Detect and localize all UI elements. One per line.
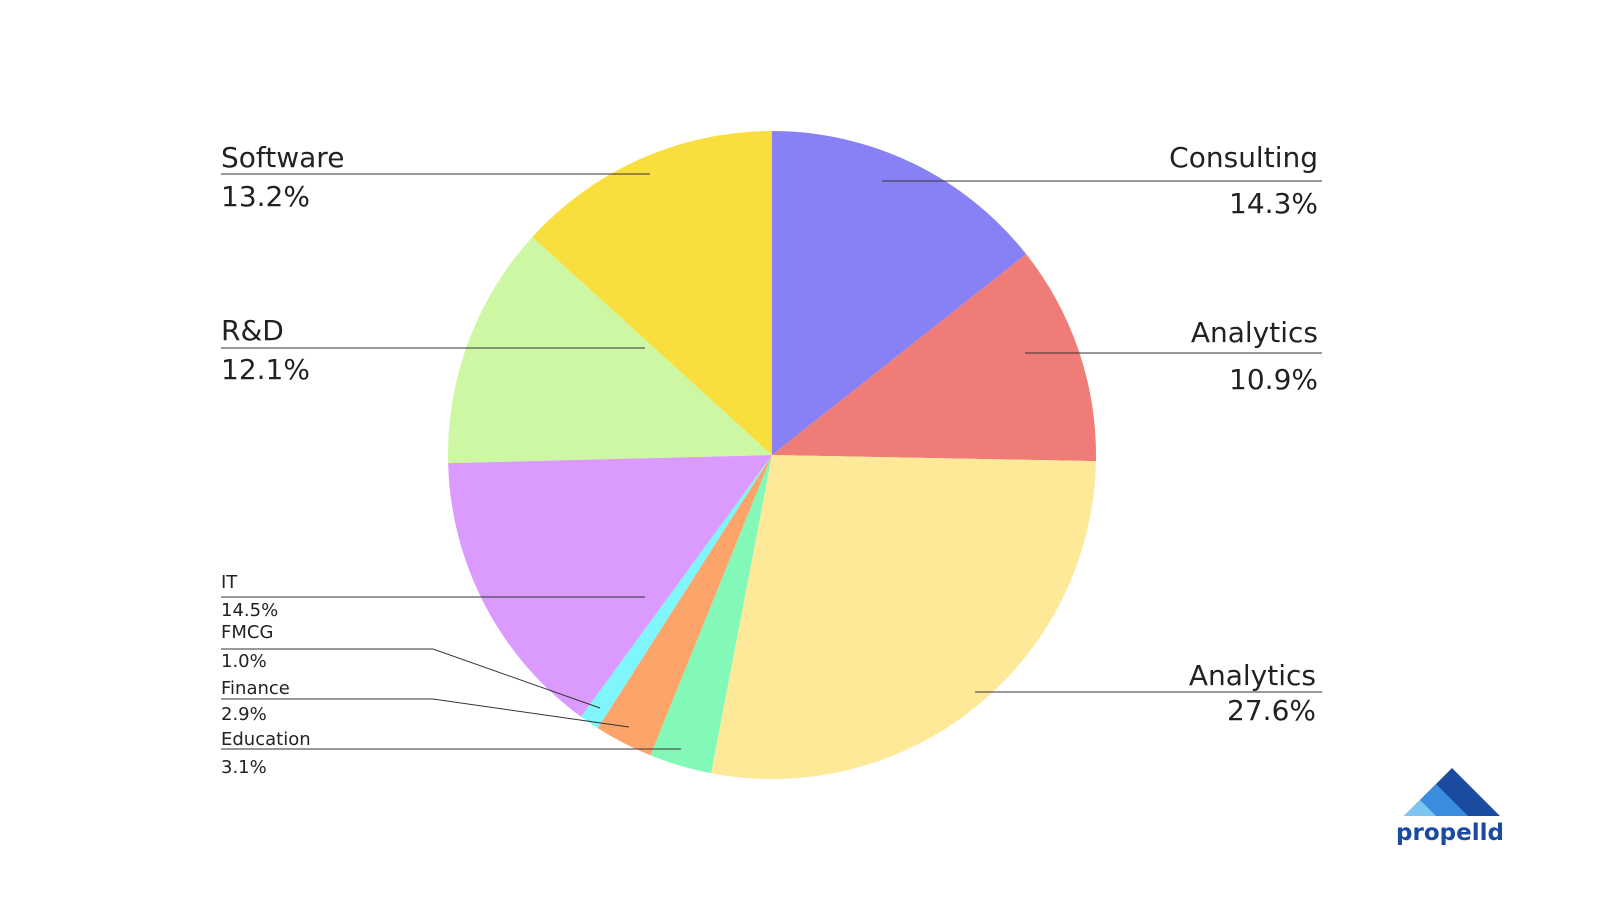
slice-name: Analytics (1191, 316, 1318, 349)
slice-name: Analytics (1189, 659, 1316, 692)
leader-line (221, 648, 601, 709)
logo-text: propelld (1396, 820, 1504, 846)
slice-value-label: 2.9% (221, 704, 267, 725)
slice-name: Finance (221, 678, 290, 699)
slice-name: R&D (221, 314, 284, 347)
slice-value-label: 10.9% (1229, 363, 1318, 396)
slice-value-label: 27.6% (1227, 694, 1316, 727)
slice-name: Software (221, 141, 344, 174)
slice-value-label: 1.0% (221, 651, 267, 672)
pie-slice (448, 236, 772, 464)
slice-name: Education (221, 729, 311, 750)
slice-value-label: 14.5% (221, 600, 278, 621)
logo-shape (1404, 800, 1436, 816)
pie (448, 131, 1097, 780)
pie-slice (772, 131, 1027, 455)
pie-slice (650, 455, 772, 774)
pie-slice (597, 455, 772, 756)
slice-value-label: 3.1% (221, 757, 267, 778)
slice-value-label: 13.2% (221, 180, 310, 213)
pie-slice (772, 254, 1097, 462)
slice-value-label: 14.3% (1229, 187, 1318, 220)
labels: Consulting14.3%Analytics10.9%Analytics27… (221, 141, 1322, 778)
logo: propelld (1396, 768, 1504, 846)
pie-slice (448, 455, 772, 717)
pie-slice (532, 131, 772, 455)
slice-name: Consulting (1169, 141, 1318, 174)
pie-slice (580, 455, 772, 729)
slice-name: IT (221, 572, 238, 593)
pie-slice (711, 455, 1096, 780)
slice-value-label: 12.1% (221, 353, 310, 386)
leader-line (221, 698, 630, 728)
slice-name: FMCG (221, 622, 273, 643)
